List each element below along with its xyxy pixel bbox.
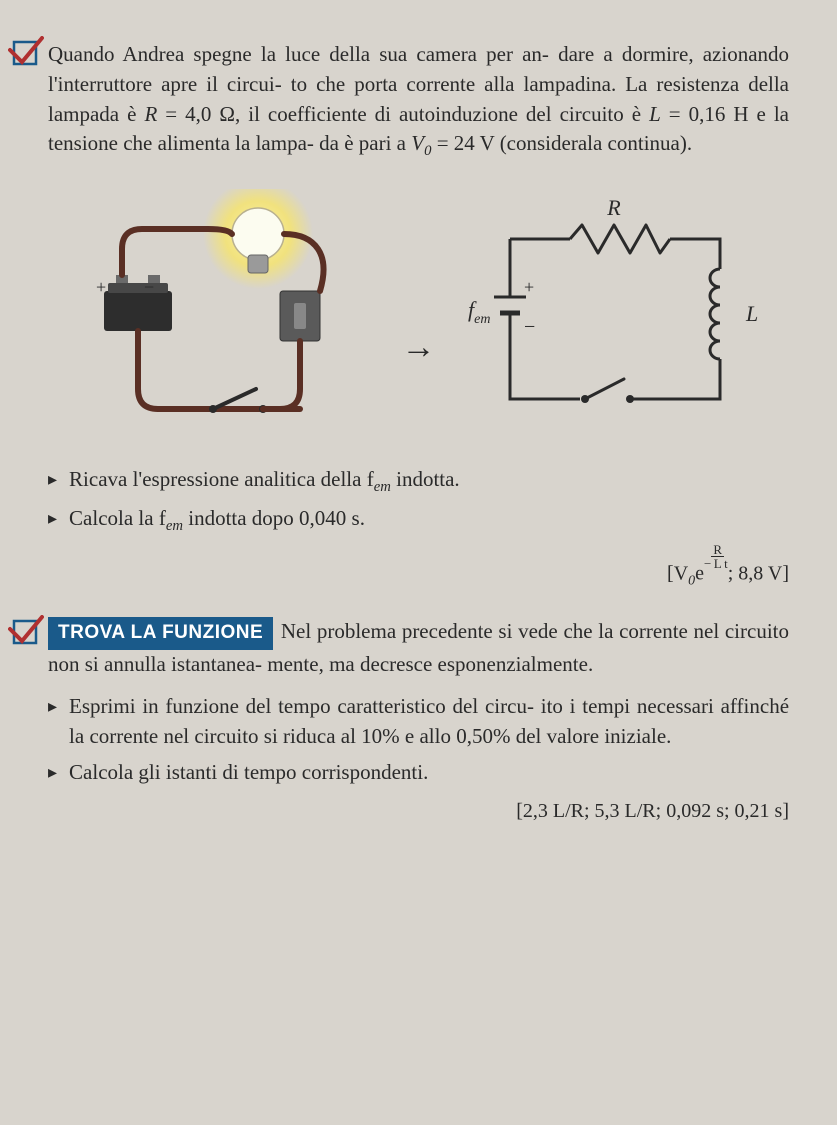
text: Nel problema precedente si vede — [275, 619, 558, 643]
text: indotta dopo 0,040 s. — [183, 506, 365, 530]
subscript: em — [166, 518, 183, 534]
symbol-L: L — [649, 102, 661, 126]
text: Calcola la — [69, 506, 159, 530]
battery-minus-label: − — [144, 277, 154, 297]
arrow-icon: → — [402, 324, 436, 372]
bullet-text: Esprimi in funzione del tempo caratteris… — [69, 692, 789, 752]
symbol-V: V — [411, 131, 424, 155]
resistor-label: R — [606, 195, 621, 220]
answer-2: [2,3 L/R; 5,3 L/R; 0,092 s; 0,21 s] — [48, 797, 789, 825]
text: riduca al 10% e allo 0,50% del valore in… — [283, 724, 671, 748]
problem-2-text: TROVA LA FUNZIONE Nel problema precedent… — [48, 617, 789, 680]
line: circuito è — [560, 102, 649, 126]
line: to che porta corrente alla lampadina. La… — [291, 72, 789, 96]
line: Quando Andrea spegne la luce della sua c… — [48, 42, 549, 66]
problem-1-block: Quando Andrea spegne la luce della sua c… — [48, 40, 789, 163]
bullet-item: ▸ Ricava l'espressione analitica della f… — [48, 465, 789, 498]
fem-symbol: f — [159, 506, 166, 530]
text: Ricava l'espressione analitica della — [69, 467, 367, 491]
emf-minus-label: − — [524, 316, 535, 338]
inductor-label: L — [745, 301, 758, 326]
bracket: ; 8,8 V] — [728, 562, 789, 584]
bullet-item: ▸ Esprimi in funzione del tempo caratter… — [48, 692, 789, 752]
symbol: V — [674, 562, 688, 584]
checkbox-icon — [8, 36, 44, 72]
diagram-row: + − → R + − fem — [48, 189, 789, 429]
bracket: [ — [667, 562, 674, 584]
text: Esprimi in funzione del tempo caratteris… — [69, 694, 534, 718]
line: da è pari a — [319, 131, 411, 155]
problem-2-block: TROVA LA FUNZIONE Nel problema precedent… — [48, 617, 789, 680]
triangle-icon: ▸ — [48, 504, 57, 533]
line: lampada è — [48, 102, 144, 126]
checkbox-icon — [8, 615, 44, 651]
answer-text: [2,3 L/R; 5,3 L/R; 0,092 s; 0,21 s] — [516, 800, 789, 822]
triangle-icon: ▸ — [48, 758, 57, 787]
symbol: e — [695, 562, 704, 584]
problem-1-text: Quando Andrea spegne la luce della sua c… — [48, 40, 789, 163]
text: Calcola gli istanti di tempo corrisponde… — [69, 760, 428, 784]
value-V: = 24 V (considerala continua). — [431, 131, 692, 155]
bullet-text: Calcola la fem indotta dopo 0,040 s. — [69, 504, 365, 537]
subscript: em — [374, 479, 391, 495]
value-R: = 4,0 Ω, il coefficiente di autoinduzion… — [157, 102, 551, 126]
symbol-R: R — [144, 102, 157, 126]
fem-label: fem — [468, 297, 490, 327]
emf-plus-label: + — [524, 277, 534, 297]
text: mente, ma decresce esponenzialmente. — [267, 652, 593, 676]
bullet-item: ▸ Calcola gli istanti di tempo corrispon… — [48, 758, 789, 788]
trova-funzione-box: TROVA LA FUNZIONE — [48, 617, 273, 650]
problem-1-bullets: ▸ Ricava l'espressione analitica della f… — [48, 465, 789, 537]
answer-1: [V0e−RLt; 8,8 V] — [48, 547, 789, 592]
bullet-item: ▸ Calcola la fem indotta dopo 0,040 s. — [48, 504, 789, 537]
problem-2-bullets: ▸ Esprimi in funzione del tempo caratter… — [48, 692, 789, 787]
triangle-icon: ▸ — [48, 465, 57, 494]
schematic-circuit-diagram: R + − fem L — [460, 189, 760, 429]
battery-plus-label: + — [96, 277, 106, 297]
physical-circuit-diagram: + − — [78, 189, 378, 429]
bullet-text: Ricava l'espressione analitica della fem… — [69, 465, 460, 498]
exponent: −RLt — [704, 543, 728, 570]
triangle-icon: ▸ — [48, 692, 57, 721]
fem-symbol: f — [367, 467, 374, 491]
text: indotta. — [391, 467, 460, 491]
bullet-text: Calcola gli istanti di tempo corrisponde… — [69, 758, 428, 788]
